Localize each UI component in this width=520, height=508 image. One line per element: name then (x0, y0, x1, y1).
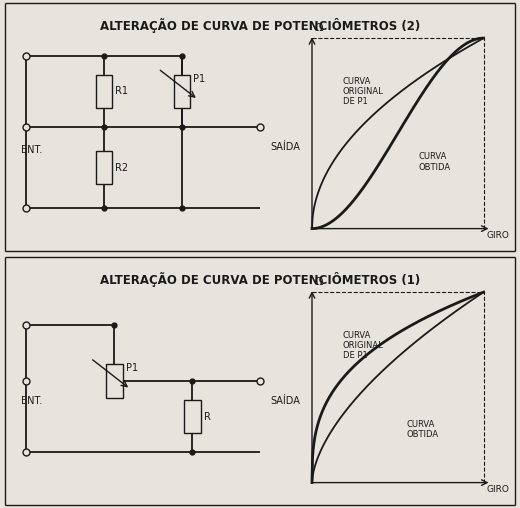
Text: SAÍDA: SAÍDA (270, 396, 300, 406)
Bar (184, 400, 201, 433)
Bar (106, 365, 123, 397)
Bar (96, 151, 112, 184)
Text: CURVA
ORIGINAL
DE P1: CURVA ORIGINAL DE P1 (343, 77, 384, 106)
Text: P1: P1 (126, 363, 138, 373)
Bar (96, 75, 112, 108)
Text: GIRO: GIRO (486, 485, 509, 494)
Text: ENT.: ENT. (21, 396, 42, 406)
Text: ALTERAÇÃO DE CURVA DE POTENCIÔMETROS (1): ALTERAÇÃO DE CURVA DE POTENCIÔMETROS (1) (100, 272, 420, 287)
Text: R: R (204, 411, 211, 422)
Text: Ω: Ω (315, 23, 323, 33)
Text: Ω: Ω (315, 277, 323, 287)
Text: GIRO: GIRO (486, 231, 509, 240)
Text: SAÍDA: SAÍDA (270, 142, 300, 152)
Text: CURVA
OBTIDA: CURVA OBTIDA (407, 420, 438, 439)
Text: CURVA
ORIGINAL
DE P1: CURVA ORIGINAL DE P1 (343, 331, 384, 360)
Text: ENT.: ENT. (21, 145, 42, 155)
Bar (174, 75, 190, 108)
Text: CURVA
OBTIDA: CURVA OBTIDA (419, 152, 450, 172)
Text: R1: R1 (115, 86, 128, 97)
Text: ALTERAÇÃO DE CURVA DE POTENCIÔMETROS (2): ALTERAÇÃO DE CURVA DE POTENCIÔMETROS (2) (100, 18, 420, 33)
Text: R2: R2 (115, 163, 128, 173)
Text: P1: P1 (193, 74, 205, 84)
